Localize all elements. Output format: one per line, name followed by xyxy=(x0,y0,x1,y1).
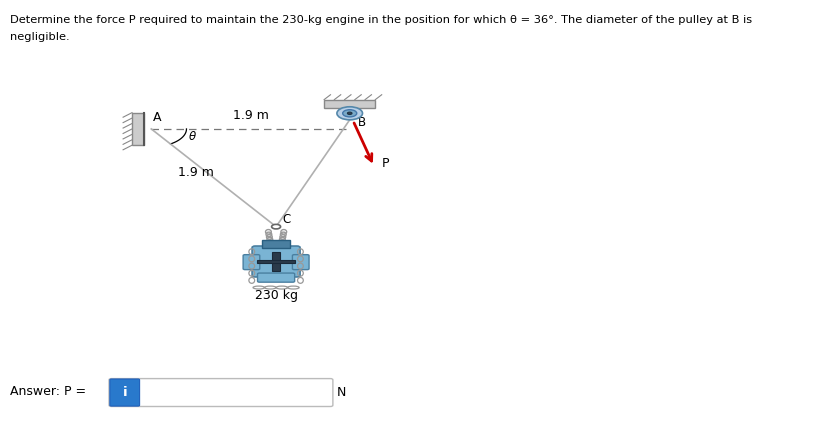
Circle shape xyxy=(348,112,352,115)
Bar xyxy=(262,240,290,248)
Text: B: B xyxy=(358,116,366,129)
Text: Determine the force P required to maintain the 230-kg engine in the position for: Determine the force P required to mainta… xyxy=(10,15,752,25)
Bar xyxy=(273,253,280,271)
Text: θ: θ xyxy=(188,129,196,143)
FancyBboxPatch shape xyxy=(252,246,300,277)
Text: P: P xyxy=(382,157,389,170)
Text: i: i xyxy=(122,386,127,398)
Bar xyxy=(324,99,375,108)
Bar xyxy=(257,260,296,264)
Text: N: N xyxy=(337,386,346,398)
Text: Answer: P =: Answer: P = xyxy=(10,385,86,398)
Circle shape xyxy=(337,107,363,120)
FancyBboxPatch shape xyxy=(292,255,309,269)
Text: 1.9 m: 1.9 m xyxy=(178,166,214,179)
Text: negligible.: negligible. xyxy=(10,32,69,42)
Text: 1.9 m: 1.9 m xyxy=(233,109,268,122)
FancyBboxPatch shape xyxy=(243,255,259,269)
Text: A: A xyxy=(153,111,162,124)
Circle shape xyxy=(343,110,357,117)
Bar xyxy=(132,113,144,145)
FancyBboxPatch shape xyxy=(258,273,295,282)
Circle shape xyxy=(272,224,281,229)
Text: C: C xyxy=(282,213,291,226)
Text: 230 kg: 230 kg xyxy=(254,289,297,302)
